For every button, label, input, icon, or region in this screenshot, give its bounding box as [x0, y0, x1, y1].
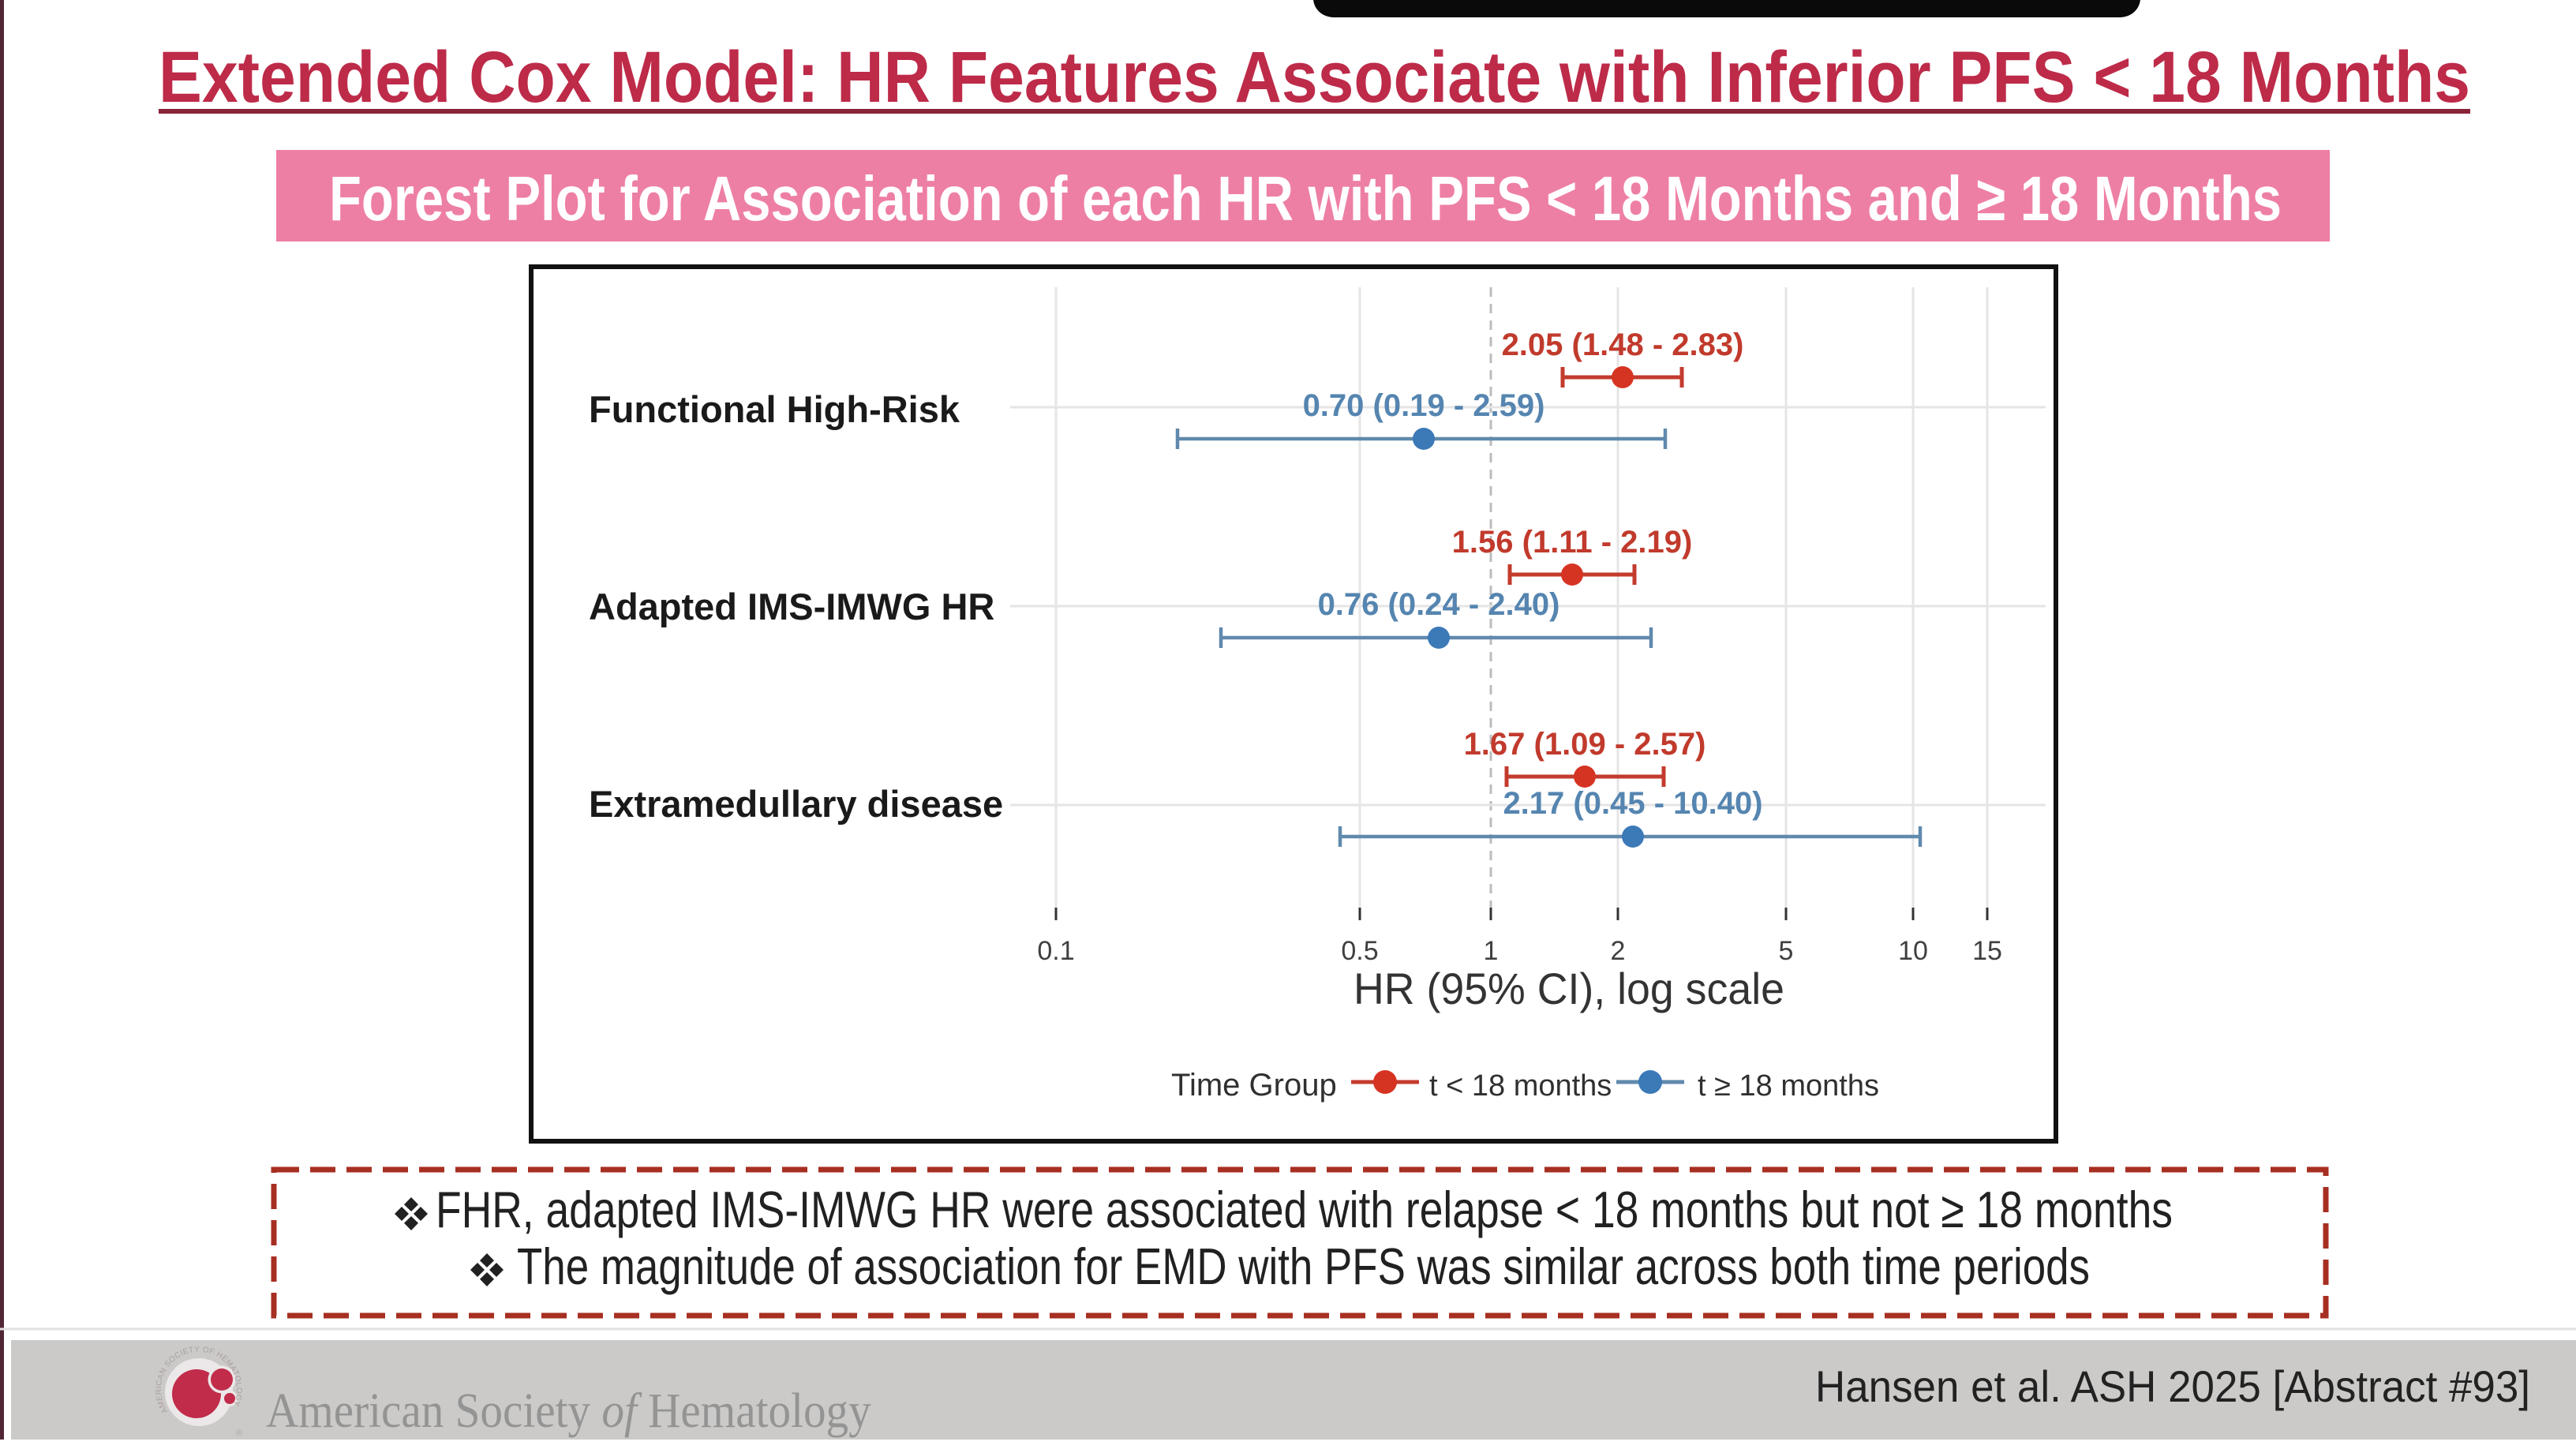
svg-text:2.05 (1.48 - 2.83): 2.05 (1.48 - 2.83) — [1502, 328, 1744, 362]
svg-text:The magnitude of association f: The magnitude of association for EMD wit… — [517, 1237, 2090, 1295]
svg-text:5: 5 — [1779, 936, 1794, 966]
svg-text:Extramedullary disease: Extramedullary disease — [589, 783, 1003, 825]
svg-text:0.70 (0.19 - 2.59): 0.70 (0.19 - 2.59) — [1303, 388, 1545, 423]
svg-text:Time Group: Time Group — [1171, 1068, 1337, 1103]
svg-text:HR (95% CI), log scale: HR (95% CI), log scale — [1354, 964, 1784, 1013]
svg-text:Adapted IMS-IMWG HR: Adapted IMS-IMWG HR — [589, 586, 994, 627]
svg-text:Extended Cox Model: HR Feature: Extended Cox Model: HR Features Associat… — [159, 37, 2470, 118]
svg-text:Forest Plot for Association of: Forest Plot for Association of each HR w… — [329, 163, 2282, 234]
svg-text:Hansen et al. ASH 2025 [Abstra: Hansen et al. ASH 2025 [Abstract #93] — [1815, 1361, 2530, 1411]
svg-text:2: 2 — [1611, 936, 1626, 966]
svg-text:®: ® — [236, 1428, 242, 1438]
svg-text:1.56 (1.11 - 2.19): 1.56 (1.11 - 2.19) — [1452, 525, 1693, 560]
svg-text:1: 1 — [1484, 936, 1499, 966]
svg-text:15: 15 — [1972, 936, 2002, 966]
svg-text:FHR, adapted IMS-IMWG HR were: FHR, adapted IMS-IMWG HR were associated… — [436, 1181, 2173, 1238]
svg-text:0.5: 0.5 — [1341, 936, 1378, 966]
svg-text:0.76 (0.24 - 2.40): 0.76 (0.24 - 2.40) — [1318, 587, 1560, 622]
svg-text:t ≥ 18 months: t ≥ 18 months — [1698, 1069, 1879, 1103]
svg-text:t < 18 months: t < 18 months — [1429, 1069, 1612, 1103]
svg-text:2.17 (0.45 - 10.40): 2.17 (0.45 - 10.40) — [1503, 786, 1762, 821]
svg-text:0.1: 0.1 — [1037, 936, 1074, 966]
svg-text:American Society of Hematology: American Society of Hematology — [266, 1383, 871, 1438]
svg-text:1.67 (1.09 - 2.57): 1.67 (1.09 - 2.57) — [1464, 727, 1706, 762]
svg-text:10: 10 — [1898, 936, 1928, 966]
svg-text:Functional High-Risk: Functional High-Risk — [589, 388, 960, 430]
